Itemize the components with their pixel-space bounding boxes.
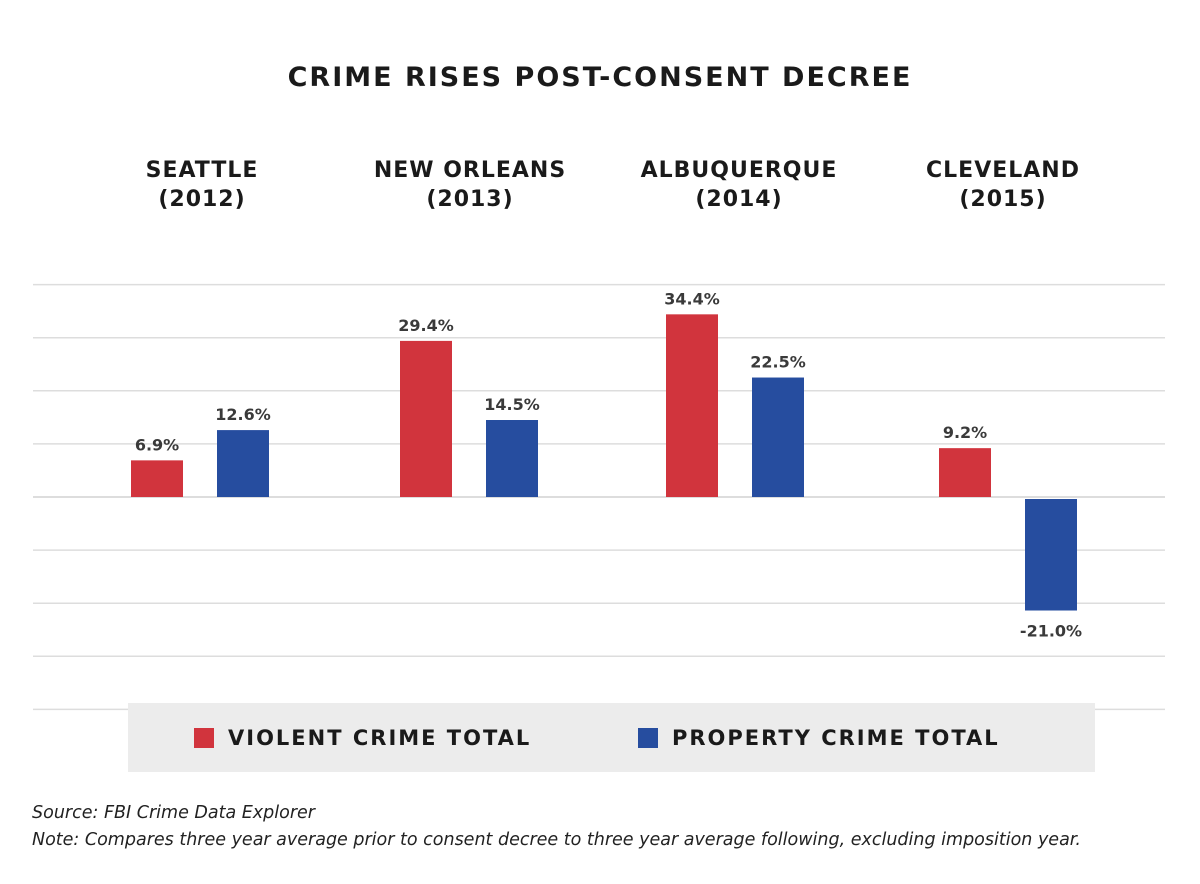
city-label-new-orleans: NEW ORLEANS (2013) — [350, 156, 590, 214]
city-name: ALBUQUERQUE — [640, 158, 838, 183]
legend-label-property: PROPERTY CRIME TOTAL — [672, 725, 1000, 750]
city-year: (2014) — [695, 187, 783, 212]
data-label: 12.6% — [215, 405, 271, 424]
legend-label-violent: VIOLENT CRIME TOTAL — [228, 725, 532, 750]
city-name: SEATTLE — [145, 158, 259, 183]
legend-item-property: PROPERTY CRIME TOTAL — [638, 703, 1000, 772]
bar-violent-0 — [131, 460, 183, 497]
bar-violent-2 — [666, 314, 718, 497]
data-label: -21.0% — [1020, 622, 1082, 641]
data-label: 14.5% — [484, 395, 540, 414]
legend-swatch-violent — [194, 727, 214, 748]
chart-title: CRIME RISES POST-CONSENT DECREE — [287, 62, 913, 93]
bar-property-3 — [1025, 499, 1077, 611]
data-label: 22.5% — [750, 353, 806, 372]
city-year: (2013) — [426, 187, 514, 212]
data-label: 29.4% — [398, 316, 454, 335]
source-note: Source: FBI Crime Data Explorer — [32, 803, 315, 823]
legend: VIOLENT CRIME TOTAL PROPERTY CRIME TOTAL — [128, 703, 1095, 772]
city-label-cleveland: CLEVELAND (2015) — [883, 156, 1123, 214]
city-year: (2015) — [959, 187, 1047, 212]
method-note: Note: Compares three year average prior … — [32, 830, 1081, 850]
legend-swatch-property — [638, 727, 658, 748]
legend-item-violent: VIOLENT CRIME TOTAL — [194, 703, 531, 772]
data-label: 9.2% — [943, 423, 987, 442]
city-label-albuquerque: ALBUQUERQUE (2014) — [619, 156, 859, 214]
city-label-seattle: SEATTLE (2012) — [82, 156, 322, 214]
bar-property-2 — [752, 377, 804, 497]
bar-property-1 — [486, 420, 538, 497]
city-year: (2012) — [158, 187, 246, 212]
footnotes: Source: FBI Crime Data Explorer Note: Co… — [32, 800, 1081, 854]
data-label: 6.9% — [135, 435, 179, 454]
bar-violent-3 — [939, 448, 991, 497]
city-name: CLEVELAND — [926, 158, 1080, 183]
data-label: 34.4% — [664, 289, 720, 308]
bar-property-0 — [217, 430, 269, 497]
city-name: NEW ORLEANS — [373, 158, 567, 183]
bar-violent-1 — [400, 340, 452, 497]
